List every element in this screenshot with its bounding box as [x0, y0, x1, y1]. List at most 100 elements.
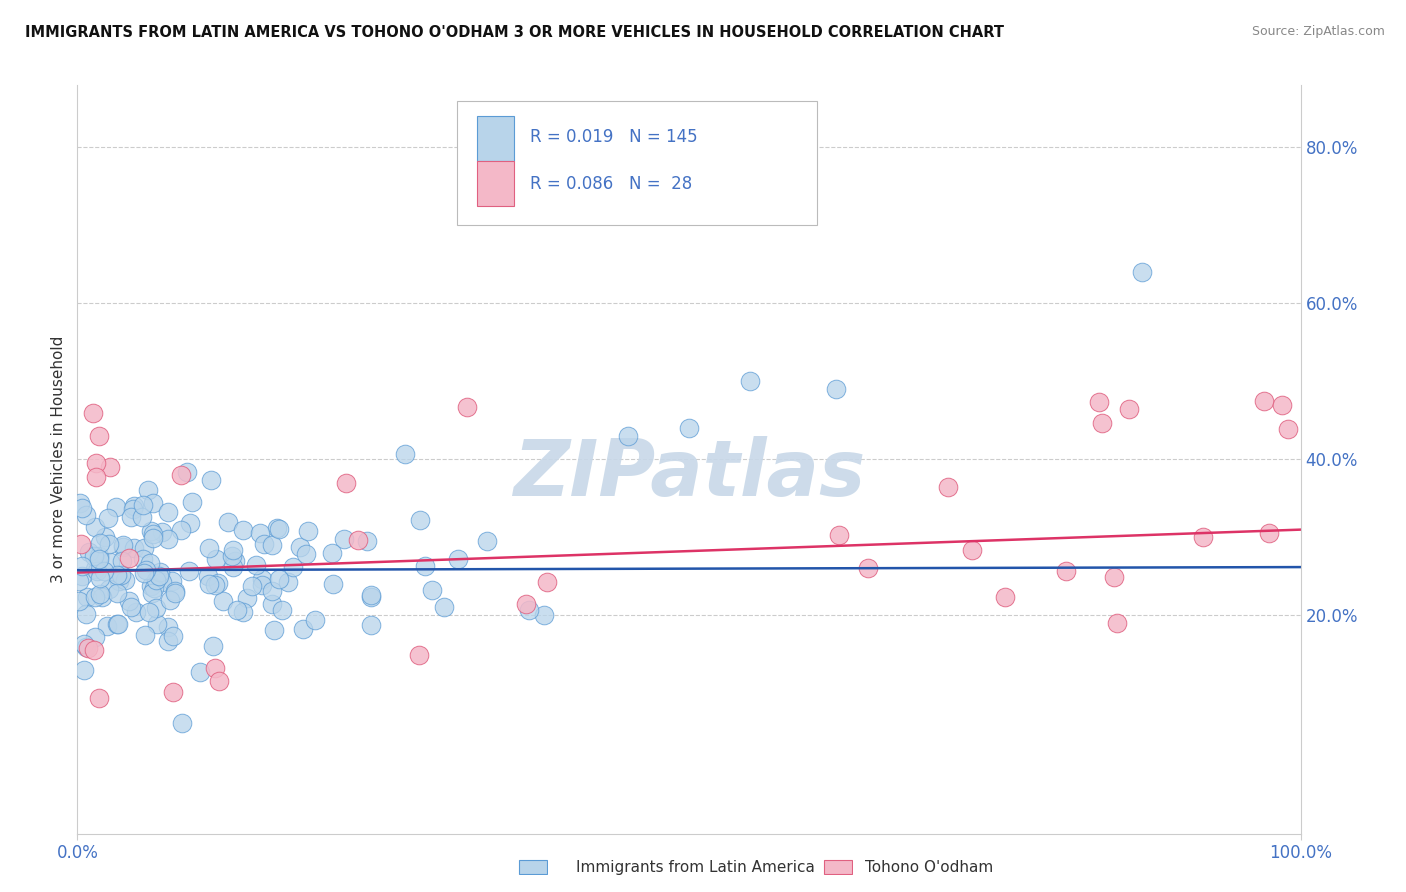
Point: [828, 527, 851, 541]
Point: [83, 630, 105, 644]
Point: [83, 643, 105, 657]
Point: [125, 605, 148, 619]
Point: [69, 495, 91, 509]
Point: [142, 527, 165, 541]
Point: [145, 573, 167, 587]
Point: [89, 587, 111, 601]
Point: [72, 569, 94, 583]
Point: [277, 575, 299, 590]
Point: [1054, 565, 1077, 579]
Point: [120, 600, 142, 615]
Point: [262, 584, 284, 599]
Point: [145, 600, 167, 615]
Point: [75, 508, 97, 523]
Point: [236, 591, 259, 606]
Point: [118, 550, 141, 565]
Point: [221, 549, 243, 563]
Point: [170, 716, 193, 731]
Point: [139, 556, 162, 570]
Point: [291, 622, 314, 636]
Point: [1192, 531, 1215, 545]
Point: [856, 560, 879, 574]
FancyBboxPatch shape: [457, 101, 817, 225]
Point: [198, 541, 221, 555]
Text: Source: ZipAtlas.com: Source: ZipAtlas.com: [1251, 25, 1385, 38]
Point: [271, 602, 294, 616]
Y-axis label: 3 or more Vehicles in Household: 3 or more Vehicles in Household: [51, 335, 66, 583]
Point: [124, 499, 146, 513]
Text: R = 0.086   N =  28: R = 0.086 N = 28: [530, 175, 692, 193]
Point: [141, 586, 163, 600]
Point: [294, 547, 316, 561]
Point: [176, 466, 198, 480]
Point: [204, 578, 226, 592]
Point: [77, 641, 100, 656]
Point: [267, 572, 290, 586]
Point: [1118, 401, 1140, 416]
Text: ZIPatlas: ZIPatlas: [513, 436, 865, 512]
Point: [110, 568, 132, 582]
Bar: [477, 116, 515, 161]
Point: [477, 533, 499, 548]
Point: [240, 579, 263, 593]
Point: [111, 554, 134, 568]
Point: [447, 551, 470, 566]
Point: [89, 691, 111, 706]
Point: [245, 558, 267, 573]
Point: [413, 559, 436, 574]
Point: [201, 639, 224, 653]
Point: [180, 495, 202, 509]
Point: [139, 579, 162, 593]
Point: [936, 480, 959, 494]
Point: [218, 516, 240, 530]
Point: [198, 577, 221, 591]
Point: [263, 623, 285, 637]
Point: [163, 586, 186, 600]
Point: [269, 522, 291, 536]
Point: [107, 616, 129, 631]
Point: [297, 524, 319, 538]
Point: [170, 523, 193, 537]
Point: [122, 502, 145, 516]
Point: [76, 640, 98, 654]
Point: [162, 684, 184, 698]
Point: [134, 628, 156, 642]
Point: [135, 563, 157, 577]
Point: [266, 521, 288, 535]
Point: [93, 564, 115, 578]
Point: [122, 541, 145, 556]
Point: [105, 617, 128, 632]
Point: [224, 554, 246, 568]
Point: [333, 532, 356, 546]
Point: [142, 531, 165, 545]
Point: [84, 562, 107, 576]
Point: [143, 581, 166, 595]
Point: [1257, 526, 1279, 541]
Point: [249, 526, 271, 541]
Point: [98, 460, 121, 475]
Point: [105, 586, 128, 600]
Point: [134, 541, 156, 556]
Point: [83, 520, 105, 534]
Point: [322, 577, 344, 591]
Point: [70, 501, 93, 516]
Point: [408, 648, 430, 663]
Point: [225, 603, 247, 617]
Point: [156, 620, 179, 634]
Point: [250, 578, 273, 592]
Point: [394, 446, 416, 460]
Point: [83, 549, 105, 563]
Point: [1253, 393, 1275, 408]
Point: [360, 617, 382, 632]
Point: [67, 574, 90, 588]
Point: [288, 540, 311, 554]
Point: [73, 663, 96, 677]
Point: [70, 558, 93, 573]
Point: [517, 603, 540, 617]
Point: [204, 661, 226, 675]
Point: [150, 525, 173, 540]
Point: [1107, 616, 1129, 631]
Point: [156, 633, 179, 648]
Point: [67, 594, 90, 608]
Point: [222, 543, 245, 558]
